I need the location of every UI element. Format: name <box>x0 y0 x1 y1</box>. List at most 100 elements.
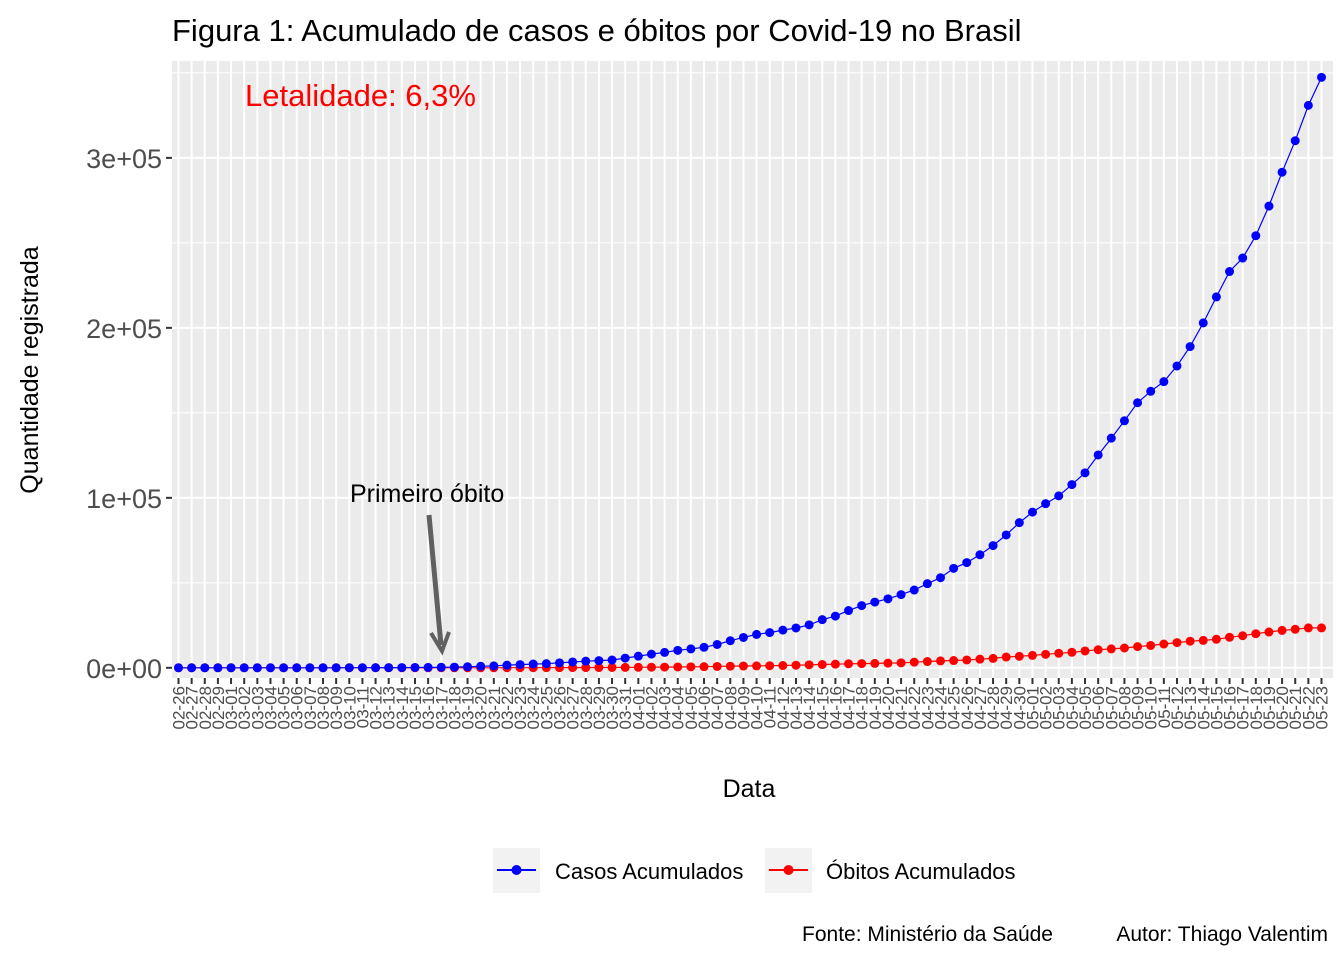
x-tick-label: 03-06 <box>288 686 307 729</box>
x-tick-label: 03-19 <box>459 686 478 729</box>
x-tick-label: 04-26 <box>958 686 977 729</box>
data-point <box>1133 398 1143 408</box>
x-tick-label: 04-22 <box>905 686 924 729</box>
data-point <box>712 661 722 671</box>
data-point <box>1001 652 1011 662</box>
data-point <box>1014 518 1024 528</box>
data-point <box>476 661 486 671</box>
x-tick-label: 03-03 <box>248 686 267 729</box>
data-point <box>1238 253 1248 263</box>
data-point <box>1185 342 1195 352</box>
data-point <box>555 658 564 668</box>
data-point <box>607 662 617 672</box>
x-tick-label: 04-12 <box>774 686 793 729</box>
x-tick-label: 05-21 <box>1286 686 1305 729</box>
data-point <box>1238 631 1248 641</box>
x-tick-label: 05-22 <box>1299 686 1318 729</box>
x-tick-label: 05-20 <box>1273 686 1292 729</box>
data-point <box>1277 167 1287 177</box>
x-axis: 02-2602-2702-2802-2903-0103-0203-0303-04… <box>170 678 1332 729</box>
legend-label-obitos: Óbitos Acumulados <box>826 859 1016 884</box>
data-point <box>922 579 932 589</box>
y-tick-label: 1e+05 <box>86 484 162 514</box>
x-tick-label: 05-19 <box>1260 686 1279 729</box>
data-point <box>541 659 551 669</box>
chart-title: Figura 1: Acumulado de casos e óbitos po… <box>172 13 1022 48</box>
data-point <box>962 558 972 568</box>
x-tick-label: 04-19 <box>866 686 885 729</box>
data-point <box>371 663 381 673</box>
data-point <box>673 645 683 655</box>
data-point <box>1106 644 1116 654</box>
x-tick-label: 03-09 <box>327 686 346 729</box>
data-point <box>515 660 525 670</box>
data-point <box>896 590 906 600</box>
data-point <box>318 663 328 673</box>
data-point <box>581 663 591 673</box>
x-tick-label: 04-08 <box>721 686 740 729</box>
x-tick-label: 04-06 <box>695 686 714 729</box>
data-point <box>646 662 656 672</box>
data-point <box>1093 645 1103 655</box>
data-point <box>844 659 854 669</box>
data-point <box>830 611 840 621</box>
data-point <box>436 662 446 672</box>
data-point <box>1211 634 1221 644</box>
x-tick-label: 04-07 <box>708 686 727 729</box>
data-point <box>896 658 906 668</box>
data-point <box>1054 491 1064 501</box>
x-tick-label: 04-02 <box>642 686 661 729</box>
data-point <box>331 663 341 673</box>
data-point <box>1251 629 1261 639</box>
data-point <box>1041 499 1051 509</box>
y-tick-label: 0e+00 <box>86 654 162 684</box>
data-point <box>1303 100 1313 110</box>
data-point <box>1001 530 1011 540</box>
x-tick-label: 03-30 <box>603 686 622 729</box>
data-point <box>1067 480 1077 490</box>
data-point <box>1159 377 1169 387</box>
x-tick-label: 05-13 <box>1181 686 1200 729</box>
data-point <box>1119 643 1129 653</box>
x-tick-label: 04-10 <box>748 686 767 729</box>
x-tick-label: 03-15 <box>406 686 425 729</box>
data-point <box>1185 636 1195 646</box>
x-tick-label: 03-07 <box>301 686 320 729</box>
data-point <box>1290 136 1300 146</box>
x-tick-label: 03-20 <box>472 686 491 729</box>
data-point <box>844 606 854 616</box>
x-tick-label: 03-02 <box>235 686 254 729</box>
x-tick-label: 03-29 <box>590 686 609 729</box>
data-point <box>752 629 762 639</box>
x-tick-label: 03-31 <box>616 686 635 729</box>
x-tick-label: 05-12 <box>1168 686 1187 729</box>
data-point <box>568 657 578 667</box>
x-tick-label: 03-16 <box>419 686 438 729</box>
x-tick-label: 02-27 <box>183 686 202 729</box>
data-point <box>292 663 302 673</box>
data-point <box>817 660 827 670</box>
x-tick-label: 03-25 <box>537 686 556 729</box>
legend: Casos Acumulados Óbitos Acumulados <box>493 848 1016 893</box>
data-point <box>870 597 880 607</box>
data-point <box>423 662 433 672</box>
x-tick-label: 05-16 <box>1221 686 1240 729</box>
data-point <box>778 625 788 635</box>
x-tick-label: 05-14 <box>1194 686 1213 729</box>
data-point <box>909 585 919 595</box>
data-point <box>344 663 354 673</box>
data-point <box>357 663 367 673</box>
data-point <box>1027 650 1037 660</box>
data-point <box>725 661 735 671</box>
data-point <box>1067 647 1077 657</box>
data-point <box>252 663 262 673</box>
data-point <box>1133 642 1143 652</box>
data-point <box>397 663 407 673</box>
x-tick-label: 04-30 <box>1010 686 1029 729</box>
x-tick-label: 04-14 <box>800 686 819 729</box>
data-point <box>1146 386 1156 396</box>
data-point <box>1159 639 1169 649</box>
data-point <box>857 659 867 669</box>
data-point <box>1041 649 1051 659</box>
legend-item-obitos: Óbitos Acumulados <box>765 848 1016 893</box>
